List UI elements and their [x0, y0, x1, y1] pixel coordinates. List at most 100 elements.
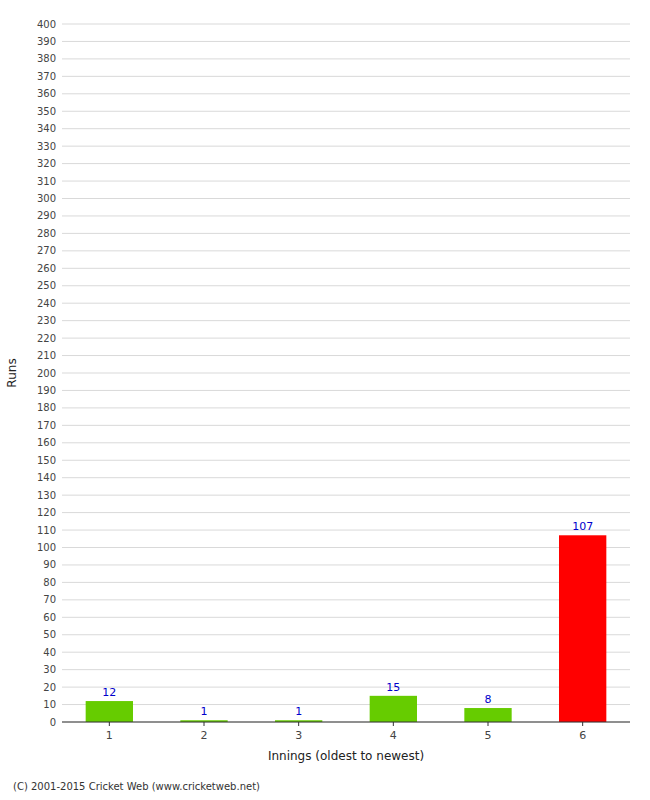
bar [559, 535, 606, 722]
data-label: 107 [572, 520, 593, 533]
y-tick-label: 190 [37, 385, 56, 396]
grid-line [62, 442, 630, 443]
grid-line [62, 215, 630, 216]
grid-line [62, 373, 630, 374]
x-tick-label: 2 [201, 729, 208, 742]
grid-line [62, 128, 630, 129]
y-grid [62, 24, 630, 722]
grid-line [62, 687, 630, 688]
grid-line [62, 181, 630, 182]
y-tick-label: 340 [37, 123, 56, 134]
y-tick-label: 100 [37, 542, 56, 553]
grid-line [62, 460, 630, 461]
y-tick-label: 80 [43, 577, 56, 588]
y-tick-label: 60 [43, 612, 56, 623]
data-label: 1 [201, 705, 208, 718]
y-tick-label: 350 [37, 106, 56, 117]
chart-svg: 0102030405060708090100110120130140150160… [0, 0, 650, 800]
y-tick-label: 90 [43, 559, 56, 570]
grid-line [62, 564, 630, 565]
grid-line [62, 477, 630, 478]
y-tick-label: 270 [37, 245, 56, 256]
grid-line [62, 338, 630, 339]
y-axis: 0102030405060708090100110120130140150160… [37, 19, 56, 728]
data-labels: 12 1 1 15 8 107 [102, 520, 593, 718]
grid-line [62, 320, 630, 321]
y-tick-label: 230 [37, 315, 56, 326]
grid-line [62, 285, 630, 286]
y-tick-label: 250 [37, 280, 56, 291]
x-tick [298, 722, 299, 726]
x-axis-line [62, 722, 630, 723]
grid-line [62, 652, 630, 653]
y-tick-label: 280 [37, 228, 56, 239]
grid-line [62, 617, 630, 618]
x-tick-label: 6 [579, 729, 586, 742]
grid-line [62, 233, 630, 234]
grid-line [62, 512, 630, 513]
data-label: 15 [386, 681, 400, 694]
y-tick-label: 260 [37, 263, 56, 274]
data-label: 12 [102, 686, 116, 699]
grid-line [62, 355, 630, 356]
x-tick [204, 722, 205, 726]
x-tick [582, 722, 583, 726]
x-tick [393, 722, 394, 726]
x-tick-label: 1 [106, 729, 113, 742]
grid-line [62, 599, 630, 600]
y-tick-label: 380 [37, 53, 56, 64]
grid-line [62, 547, 630, 548]
grid-line [62, 58, 630, 59]
grid-line [62, 704, 630, 705]
chart-container: 0102030405060708090100110120130140150160… [0, 0, 650, 800]
y-tick-label: 0 [50, 717, 56, 728]
grid-line [62, 268, 630, 269]
grid-line [62, 425, 630, 426]
y-tick-label: 20 [43, 682, 56, 693]
y-tick-label: 170 [37, 420, 56, 431]
grid-line [62, 24, 630, 25]
y-tick-label: 200 [37, 368, 56, 379]
bars [86, 535, 607, 722]
grid-line [62, 303, 630, 304]
y-tick-label: 330 [37, 141, 56, 152]
bar [370, 696, 417, 722]
y-tick-label: 210 [37, 350, 56, 361]
x-tick-label: 4 [390, 729, 397, 742]
y-tick-label: 220 [37, 333, 56, 344]
y-tick-label: 300 [37, 193, 56, 204]
grid-line [62, 390, 630, 391]
y-tick-label: 240 [37, 298, 56, 309]
grid-line [62, 111, 630, 112]
grid-line [62, 634, 630, 635]
y-tick-label: 150 [37, 455, 56, 466]
y-tick-label: 310 [37, 176, 56, 187]
y-tick-label: 400 [37, 19, 56, 30]
y-tick-label: 110 [37, 525, 56, 536]
y-tick-label: 10 [43, 699, 56, 710]
y-tick-label: 160 [37, 437, 56, 448]
y-axis-label: Runs [5, 358, 19, 387]
y-tick-label: 40 [43, 647, 56, 658]
footer-text: (C) 2001-2015 Cricket Web (www.cricketwe… [13, 781, 260, 792]
grid-line [62, 530, 630, 531]
x-tick [109, 722, 110, 726]
grid-line [62, 495, 630, 496]
y-tick-label: 290 [37, 210, 56, 221]
data-label: 1 [295, 705, 302, 718]
x-tick-label: 5 [485, 729, 492, 742]
y-tick-label: 370 [37, 71, 56, 82]
y-tick-label: 360 [37, 88, 56, 99]
y-tick-label: 120 [37, 507, 56, 518]
grid-line [62, 250, 630, 251]
x-axis-label: Innings (oldest to newest) [268, 749, 424, 763]
x-tick-label: 3 [295, 729, 302, 742]
grid-line [62, 407, 630, 408]
grid-line [62, 722, 630, 723]
bar [86, 701, 133, 722]
data-label: 8 [485, 693, 492, 706]
y-tick-label: 320 [37, 158, 56, 169]
bar [464, 708, 511, 722]
x-tick [488, 722, 489, 726]
grid-line [62, 146, 630, 147]
